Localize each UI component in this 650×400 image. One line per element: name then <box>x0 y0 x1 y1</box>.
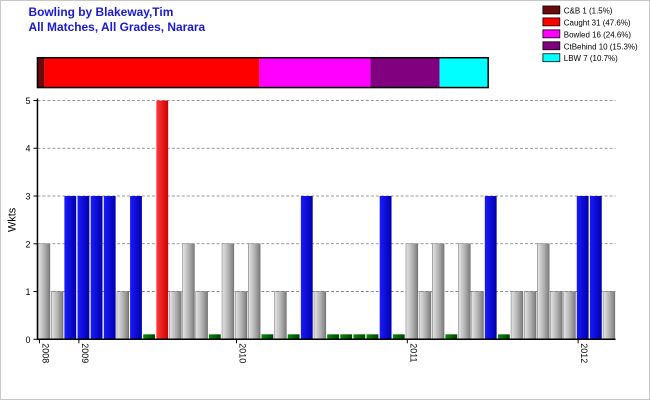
legend-item: C&B 1 (1.5%) <box>542 5 613 15</box>
bar <box>405 243 419 340</box>
bar <box>471 291 484 340</box>
bar <box>182 243 195 340</box>
axes <box>36 98 616 341</box>
bar <box>458 243 471 340</box>
bar <box>130 196 142 340</box>
x-tick-label: 2011 <box>408 343 418 362</box>
bar <box>432 243 445 340</box>
bar <box>221 243 235 340</box>
y-tick-label: 2 <box>25 239 30 249</box>
breakdown-segment <box>37 57 45 88</box>
x-tick-label: 2010 <box>237 343 247 363</box>
bar <box>261 334 274 340</box>
bar <box>143 334 156 340</box>
y-axis-label: Wkts <box>7 207 19 232</box>
bar <box>340 334 353 340</box>
legend-swatch <box>542 17 561 27</box>
breakdown-segment <box>259 57 371 88</box>
bar <box>550 291 563 340</box>
bar <box>602 291 616 340</box>
bar <box>563 291 576 340</box>
bar <box>445 334 458 340</box>
bar <box>116 291 130 340</box>
y-tick-label: 1 <box>25 287 30 297</box>
bars <box>37 100 616 340</box>
x-axis-ticks: 2008 2009 2010 2011 2012 <box>38 339 589 363</box>
legend-label: Caught 31 (47.6%) <box>564 18 631 27</box>
bar <box>169 291 182 340</box>
legend-swatch <box>542 41 561 51</box>
legend-label: CtBehind 10 (15.3%) <box>564 42 638 51</box>
legend-item: Bowled 16 (24.6%) <box>542 29 632 39</box>
bar <box>523 291 537 340</box>
breakdown-border <box>36 56 489 89</box>
legend-label: LBW 7 (10.7%) <box>564 54 618 63</box>
bar <box>287 334 300 340</box>
bar <box>313 291 327 340</box>
bar <box>64 196 77 340</box>
breakdown-segment <box>44 57 260 88</box>
legend: C&B 1 (1.5%) Caught 31 (47.6%) Bowled 16 (… <box>542 5 638 63</box>
bar <box>379 196 392 340</box>
bar <box>248 243 261 340</box>
legend-swatch <box>542 5 561 15</box>
bar <box>274 291 287 340</box>
legend-label: C&B 1 (1.5%) <box>564 6 613 15</box>
breakdown-segment <box>439 57 489 88</box>
legend-swatch <box>542 29 561 39</box>
bar <box>50 291 64 340</box>
bar <box>77 196 90 340</box>
bar <box>537 243 550 340</box>
bar <box>103 196 116 340</box>
bar <box>418 291 432 340</box>
bar <box>576 196 589 340</box>
gridlines <box>37 100 616 292</box>
y-tick-label: 0 <box>25 335 30 345</box>
legend-item: LBW 7 (10.7%) <box>542 53 618 63</box>
dismissal-breakdown-bar <box>36 56 489 89</box>
bar <box>353 334 366 340</box>
legend-swatch <box>542 53 561 63</box>
bar <box>327 334 339 340</box>
legend-item: CtBehind 10 (15.3%) <box>542 41 638 51</box>
y-axis-ticks: 0 1 2 3 4 5 <box>25 96 38 345</box>
y-tick-label: 3 <box>25 192 30 202</box>
bar <box>234 291 248 340</box>
bar <box>300 196 313 340</box>
x-tick-label: 2008 <box>40 343 50 363</box>
y-tick-label: 5 <box>25 96 30 106</box>
bar <box>497 334 510 340</box>
bar <box>484 196 497 340</box>
y-tick-label: 4 <box>25 144 30 154</box>
chart-subtitle: All Matches, All Grades, Narara <box>28 20 205 34</box>
chart-title: Bowling by Blakeway,Tim <box>28 5 173 19</box>
bar <box>589 196 602 340</box>
bar <box>195 291 208 340</box>
bar <box>366 334 379 340</box>
bar <box>392 334 405 340</box>
bar <box>510 291 524 340</box>
breakdown-segment <box>370 57 440 88</box>
x-tick-label: 2012 <box>579 343 589 363</box>
x-tick-label: 2009 <box>80 343 90 363</box>
legend-item: Caught 31 (47.6%) <box>542 17 631 27</box>
legend-label: Bowled 16 (24.6%) <box>564 30 632 39</box>
bar <box>90 196 103 340</box>
bar <box>37 243 51 340</box>
bar <box>208 334 221 340</box>
bar <box>156 100 169 340</box>
